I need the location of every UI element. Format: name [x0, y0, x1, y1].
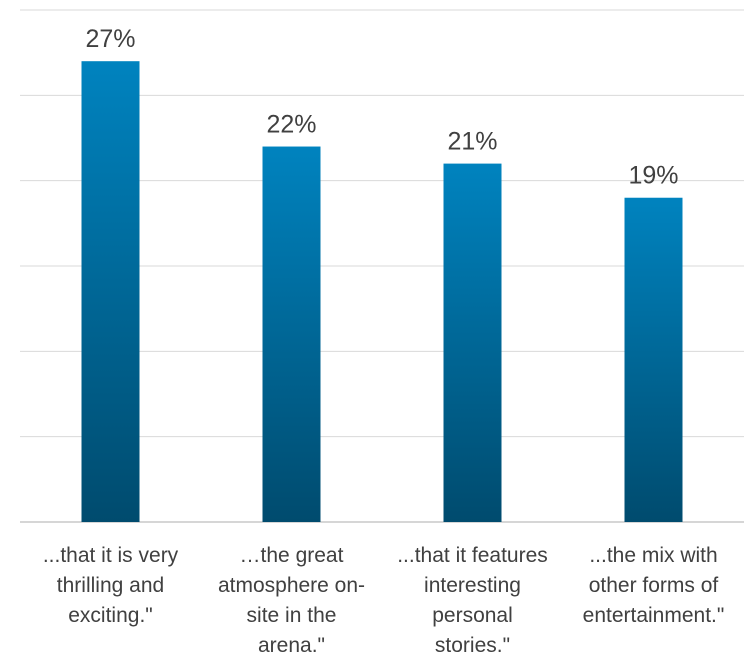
category-label-line: site in the	[247, 604, 337, 627]
value-label-3: 21%	[447, 128, 497, 156]
category-label-4: ...the mix with other forms of entertainme…	[583, 544, 725, 627]
gridlines	[20, 9, 744, 523]
value-label-1: 27%	[85, 25, 135, 53]
category-label-1: ...that it is very thrilling and exciting.…	[43, 544, 179, 627]
category-label-line: ...that it features	[397, 544, 548, 567]
value-label-2: 22%	[266, 111, 316, 139]
category-label-line: stories."	[435, 634, 510, 657]
category-label-line: exciting."	[68, 604, 153, 627]
bar-3	[443, 163, 502, 522]
category-label-line: interesting	[424, 574, 521, 597]
category-label-line: thrilling and	[57, 574, 164, 597]
category-label-3: ...that it features interesting personal st…	[397, 544, 548, 657]
category-label-line: personal	[432, 604, 513, 627]
bar-4	[624, 197, 683, 522]
category-label-line: other forms of	[589, 574, 719, 597]
value-label-4: 19%	[628, 162, 678, 190]
category-label-line: entertainment."	[583, 604, 725, 627]
category-label-line: arena."	[258, 634, 325, 657]
category-labels: ...that it is very thrilling and exciting.…	[43, 544, 725, 657]
category-label-line: ...the mix with	[589, 544, 717, 567]
bar-1	[81, 61, 140, 522]
category-label-line: …the great	[240, 544, 344, 567]
value-labels: 27% 22% 21% 19%	[85, 25, 678, 190]
category-label-2: …the great atmosphere on-site in the arena…	[218, 544, 365, 657]
category-label-line: ...that it is very	[43, 544, 179, 567]
bars	[81, 61, 683, 523]
bar-2	[262, 146, 321, 523]
category-label-line: atmosphere on-	[218, 574, 365, 597]
